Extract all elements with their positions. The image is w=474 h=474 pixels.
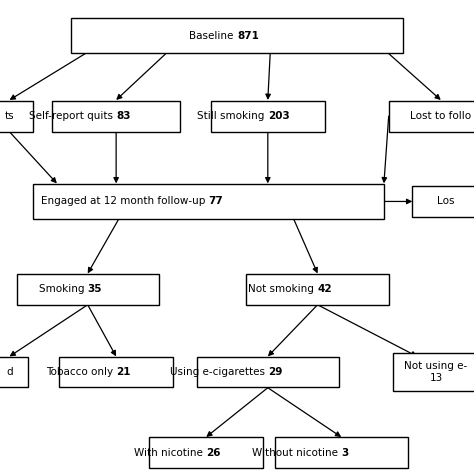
FancyBboxPatch shape (0, 357, 28, 388)
FancyBboxPatch shape (197, 357, 339, 388)
Text: 203: 203 (268, 111, 290, 121)
Text: 3: 3 (341, 447, 348, 458)
Text: 26: 26 (206, 447, 221, 458)
Text: Not smoking: Not smoking (248, 284, 318, 294)
Text: 42: 42 (318, 284, 332, 294)
FancyBboxPatch shape (71, 18, 403, 54)
Text: 871: 871 (237, 30, 259, 41)
FancyBboxPatch shape (211, 101, 325, 131)
Text: Engaged at 12 month follow-up: Engaged at 12 month follow-up (41, 196, 209, 207)
Text: Lost to follo: Lost to follo (410, 111, 471, 121)
Text: Still smoking: Still smoking (197, 111, 268, 121)
FancyBboxPatch shape (59, 357, 173, 388)
Text: Los: Los (437, 196, 454, 207)
Text: Smoking: Smoking (39, 284, 88, 294)
FancyBboxPatch shape (52, 101, 180, 131)
FancyBboxPatch shape (393, 353, 474, 391)
FancyBboxPatch shape (389, 101, 474, 131)
Text: d: d (6, 367, 13, 377)
Text: Baseline: Baseline (190, 30, 237, 41)
Text: Without nicotine: Without nicotine (252, 447, 341, 458)
Text: Tobacco only: Tobacco only (46, 367, 116, 377)
Text: 29: 29 (268, 367, 282, 377)
Text: Using e-cigarettes: Using e-cigarettes (170, 367, 268, 377)
Text: Self-report quits: Self-report quits (29, 111, 116, 121)
FancyBboxPatch shape (246, 274, 389, 305)
Text: 83: 83 (116, 111, 131, 121)
Text: Not using e-
13: Not using e- 13 (404, 361, 468, 383)
FancyBboxPatch shape (0, 101, 33, 131)
Text: ts: ts (5, 111, 14, 121)
FancyBboxPatch shape (275, 437, 408, 468)
Text: 77: 77 (209, 196, 223, 207)
FancyBboxPatch shape (33, 184, 384, 219)
FancyBboxPatch shape (412, 186, 474, 217)
Text: With nicotine: With nicotine (134, 447, 206, 458)
Text: 35: 35 (88, 284, 102, 294)
FancyBboxPatch shape (17, 274, 159, 305)
FancyBboxPatch shape (149, 437, 263, 468)
Text: 21: 21 (116, 367, 131, 377)
